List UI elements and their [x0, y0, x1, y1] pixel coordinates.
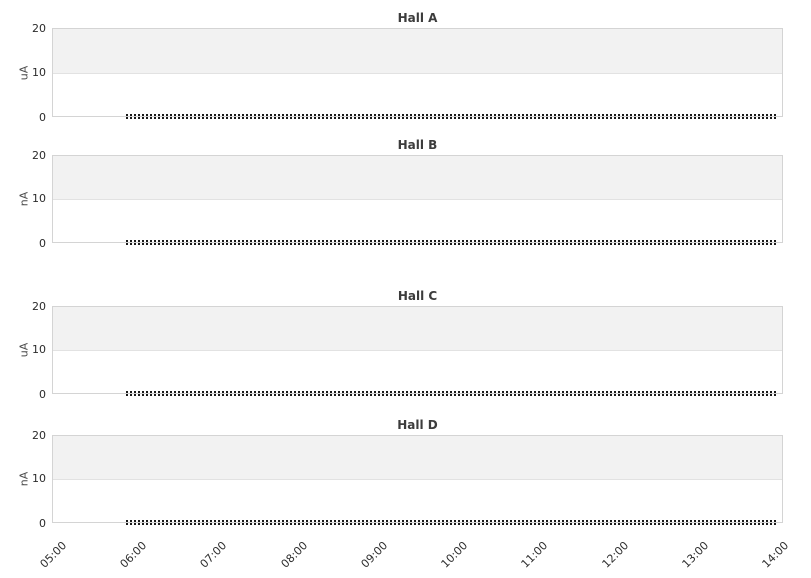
x-tick-label: 14:00	[759, 539, 792, 571]
chart-hall-b: Hall B 20 10 0 nA	[0, 138, 811, 250]
x-tick-label: 06:00	[117, 539, 150, 571]
plot-area	[52, 435, 783, 523]
chart-hall-a: Hall A 20 10 0 uA	[0, 11, 811, 124]
x-tick-label: 10:00	[438, 539, 471, 571]
y-tick-label: 10	[32, 192, 46, 205]
data-series-dotted-line	[126, 240, 777, 245]
data-series-dotted-line	[126, 391, 777, 396]
y-tick-label: 10	[32, 343, 46, 356]
shaded-band	[53, 156, 782, 200]
chart-hall-d: Hall D 20 10 0 nA	[0, 418, 811, 530]
y-tick-label: 10	[32, 472, 46, 485]
chart-title: Hall C	[397, 289, 438, 303]
chart-title: Hall D	[397, 418, 438, 432]
shaded-band	[53, 29, 782, 74]
data-series-dotted-line	[126, 114, 777, 119]
x-tick-label: 09:00	[358, 539, 391, 571]
y-tick-label: 0	[39, 111, 46, 124]
y-tick-label: 0	[39, 237, 46, 250]
shaded-band	[53, 436, 782, 480]
y-tick-label: 20	[32, 149, 46, 162]
y-tick-label: 20	[32, 300, 46, 313]
data-series-dotted-line	[126, 520, 777, 525]
y-axis-unit-label: uA	[17, 65, 31, 80]
y-tick-label: 0	[39, 517, 46, 530]
y-tick-label: 10	[32, 65, 46, 79]
plot-area	[52, 155, 783, 243]
y-axis-unit-label: nA	[17, 191, 31, 207]
x-tick-label: 12:00	[599, 539, 631, 571]
x-tick-label: 13:00	[679, 539, 711, 571]
x-tick-label: 11:00	[518, 539, 551, 571]
chart-title: Hall A	[397, 11, 438, 25]
y-tick-label: 20	[32, 429, 46, 442]
shaded-band	[53, 307, 782, 351]
y-tick-label: 0	[39, 388, 46, 401]
plot-area	[52, 306, 783, 394]
y-tick-label: 20	[32, 22, 46, 35]
x-tick-label: 05:00	[37, 539, 70, 571]
y-axis-unit-label: uA	[17, 342, 31, 358]
x-tick-label: 08:00	[278, 539, 310, 571]
y-axis-unit-label: nA	[17, 471, 31, 487]
plot-area	[52, 28, 783, 117]
chart-title: Hall B	[397, 138, 438, 152]
chart-hall-c: Hall C 20 10 0 uA	[0, 289, 811, 401]
x-tick-label: 07:00	[198, 539, 230, 571]
